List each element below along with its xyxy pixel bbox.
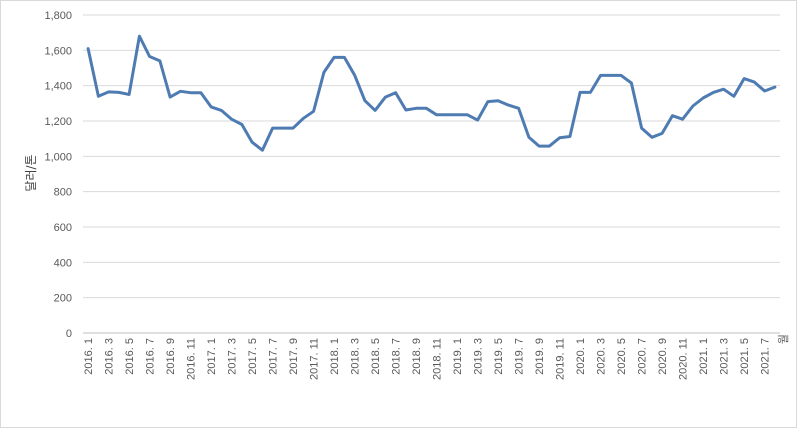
- x-tick-label: 2020. 5: [616, 338, 628, 375]
- x-tick-label: 2017. 3: [227, 338, 239, 375]
- x-tick-label: 2021. 7: [760, 338, 772, 375]
- x-tick-label: 2020. 9: [657, 338, 669, 375]
- x-tick-label: 2018. 7: [391, 338, 403, 375]
- x-tick-label: 2017. 9: [288, 338, 300, 375]
- y-tick-label: 1,200: [44, 116, 72, 128]
- x-tick-label: 2018. 5: [370, 338, 382, 375]
- x-tick-label: 2020. 7: [637, 338, 649, 375]
- x-axis-unit-label: 월: [777, 334, 790, 344]
- x-tick-label: 2020. 11: [678, 338, 690, 380]
- x-tick-label: 2021. 3: [719, 338, 731, 375]
- x-tick-label: 2018. 11: [432, 338, 444, 380]
- y-tick-label: 1,400: [44, 81, 72, 93]
- x-tick-label: 2017. 1: [206, 338, 218, 375]
- x-tick-label: 2016. 11: [186, 338, 198, 380]
- x-tick-label: 2018. 1: [329, 338, 341, 375]
- x-tick-label: 2019. 11: [555, 338, 567, 380]
- x-tick-label: 2019. 7: [514, 338, 526, 375]
- x-tick-label: 2020. 3: [596, 338, 608, 375]
- y-axis-ticks: 0 200 400 600 800 1,000 1,200 1,400 1,600 1,800: [44, 10, 72, 340]
- x-tick-label: 2016. 9: [165, 338, 177, 375]
- y-tick-label: 1,800: [44, 10, 72, 22]
- x-tick-label: 2019. 1: [452, 338, 464, 375]
- x-axis-ticks: 2016. 1 2016. 3 2016. 5 2016. 7 2016. 9 2016.…: [83, 338, 772, 380]
- y-tick-label: 1,600: [44, 45, 72, 57]
- x-tick-label: 2016. 7: [145, 338, 157, 375]
- series-line: [86, 34, 777, 152]
- x-tick-label: 2019. 9: [534, 338, 546, 375]
- y-axis-label: 달러/톤: [24, 154, 38, 191]
- x-tick-label: 2016. 5: [124, 338, 136, 375]
- x-tick-label: 2017. 5: [247, 338, 259, 375]
- x-tick-label: 2018. 3: [350, 338, 362, 375]
- x-tick-label: 2016. 1: [83, 338, 95, 375]
- y-tick-label: 200: [54, 293, 72, 305]
- x-tick-label: 2020. 1: [575, 338, 587, 375]
- x-tick-label: 2021. 5: [739, 338, 751, 375]
- x-tick-label: 2017. 7: [268, 338, 280, 375]
- x-tick-label: 2016. 3: [104, 338, 116, 375]
- y-tick-label: 0: [66, 328, 72, 340]
- x-tick-label: 2017. 11: [309, 338, 321, 380]
- y-tick-label: 600: [54, 222, 72, 234]
- x-tick-label: 2018. 9: [411, 338, 423, 375]
- y-tick-label: 800: [54, 187, 72, 199]
- gridlines: [83, 14, 780, 299]
- y-tick-label: 400: [54, 257, 72, 269]
- x-tick-label: 2021. 1: [698, 338, 710, 375]
- x-tick-label: 2019. 3: [473, 338, 485, 375]
- y-tick-label: 1,000: [44, 151, 72, 163]
- x-tick-label: 2019. 5: [493, 338, 505, 375]
